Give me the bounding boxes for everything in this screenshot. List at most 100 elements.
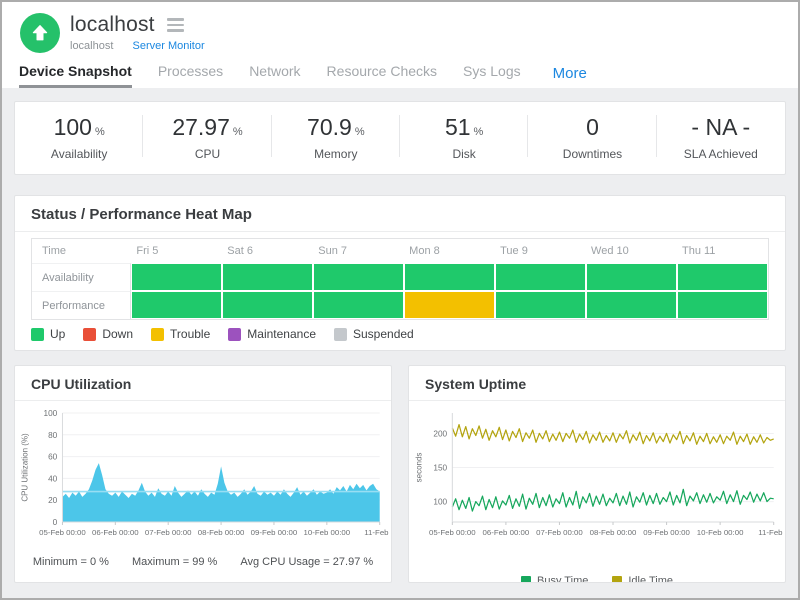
content-area: 100% Availability 27.97% CPU 70.9% Memory 51% D… [2, 88, 798, 598]
kpi-value: 0 [586, 114, 599, 141]
legend-swatch-trouble [151, 327, 165, 341]
heatmap-cell-performance-sun-7[interactable] [313, 291, 405, 319]
kpi-label: Downtimes [562, 146, 623, 161]
heatmap-cell-performance-fri-5[interactable] [131, 291, 223, 319]
kpi-value: - NA - [691, 114, 751, 141]
tab-sys-logs[interactable]: Sys Logs [463, 63, 521, 79]
kpi-value: 27.97% [172, 114, 243, 141]
legend-swatch-maintenance [228, 327, 242, 341]
kpi-label: CPU [194, 146, 221, 161]
heatmap-row-label: Performance [32, 291, 132, 319]
svg-text:09-Feb 00:00: 09-Feb 00:00 [251, 528, 298, 537]
heatmap-day-tue-9: Tue 9 [500, 245, 528, 257]
heatmap-cell-availability-tue-9[interactable] [495, 263, 587, 291]
svg-text:08-Feb 00:00: 08-Feb 00:00 [590, 528, 637, 537]
legend-item-trouble: Trouble [151, 327, 210, 341]
heatmap-cell-performance-mon-8[interactable] [404, 291, 496, 319]
legend-item-suspended: Suspended [334, 327, 414, 341]
svg-text:200: 200 [433, 430, 447, 439]
hamburger-menu-icon[interactable] [166, 16, 184, 33]
page-title: localhost [70, 13, 155, 36]
svg-text:07-Feb 00:00: 07-Feb 00:00 [536, 528, 583, 537]
heatmap-cell-availability-wed-10[interactable] [586, 263, 677, 291]
heatmap-header-row: Time Fri 5 Sat 6 Sun 7 Mon 8 Tue 9 Wed 10 Thu 1… [32, 239, 768, 263]
charts-row: CPU Utilization 0 20 40 60 80 100 05-Feb 00:00… [14, 365, 786, 583]
tab-resource-checks[interactable]: Resource Checks [326, 63, 438, 79]
heatmap-cell-performance-sat-6[interactable] [222, 291, 314, 319]
heatmap-cell-availability-fri-5[interactable] [131, 263, 223, 291]
heatmap-cell-availability-mon-8[interactable] [404, 263, 496, 291]
heatmap-day-wed-10: Wed 10 [591, 245, 629, 257]
svg-text:40: 40 [48, 475, 58, 484]
device-status-avatar [20, 13, 60, 53]
heatmap-day-thu-11: Thu 11 [681, 245, 716, 257]
cpu-y-axis-label: CPU Utilization (%) [20, 433, 29, 502]
up-arrow-icon [32, 25, 48, 41]
svg-text:06-Feb 00:00: 06-Feb 00:00 [483, 528, 530, 537]
system-uptime-card: System Uptime 100 150 200 05-Feb 00:00 06-Fe… [408, 365, 786, 583]
legend-label: Suspended [353, 327, 414, 341]
svg-text:09-Feb 00:00: 09-Feb 00:00 [643, 528, 690, 537]
heatmap-day-mon-8: Mon 8 [409, 245, 440, 257]
kpi-unit: % [94, 126, 105, 139]
uptime-legend-idle-time: Idle Time [612, 575, 673, 582]
system-uptime-chart: 100 150 200 05-Feb 00:00 06-Feb 00:00 07-Feb … [409, 401, 785, 553]
heatmap-day-sun-7: Sun 7 [318, 245, 347, 257]
uptime-y-axis-label: seconds [414, 453, 423, 483]
cpu-chart-title: CPU Utilization [15, 366, 391, 401]
legend-label: Down [102, 327, 134, 341]
heatmap-body: Time Fri 5 Sat 6 Sun 7 Mon 8 Tue 9 Wed 10 Thu 1… [15, 232, 785, 350]
heatmap-cell-performance-thu-11[interactable] [676, 291, 768, 319]
breadcrumb: localhost Server Monitor [70, 40, 205, 52]
tab-processes[interactable]: Processes [157, 63, 224, 79]
heatmap-title: Status / Performance Heat Map [15, 196, 785, 232]
svg-text:11-Feb 0: 11-Feb 0 [758, 528, 783, 537]
legend-label: Trouble [170, 327, 211, 341]
cpu-min-stat: Minimum = 0 % [32, 556, 109, 568]
header-text: localhost localhost Server Monitor [70, 13, 205, 52]
kpi-cpu: 27.97% CPU [143, 114, 272, 161]
breadcrumb-device: localhost [70, 40, 114, 52]
legend-label: Maintenance [247, 327, 316, 341]
kpi-disk: 51% Disk [400, 114, 529, 161]
uptime-legend-busy-time: Busy Time [521, 575, 589, 583]
tab-network[interactable]: Network [249, 63, 301, 79]
kpi-unit: % [354, 126, 365, 139]
svg-text:10-Feb 00:00: 10-Feb 00:00 [303, 528, 350, 537]
heatmap-card: Status / Performance Heat Map Time Fri 5 S… [14, 195, 786, 351]
svg-text:05-Feb 00:00: 05-Feb 00:00 [39, 528, 86, 537]
svg-text:06-Feb 00:00: 06-Feb 00:00 [92, 528, 139, 537]
svg-text:0: 0 [53, 518, 58, 527]
heatmap-legend: Up Down Trouble Maintenance Suspended [31, 327, 769, 341]
heatmap-cell-performance-wed-10[interactable] [586, 291, 677, 319]
svg-text:150: 150 [433, 464, 447, 473]
kpi-label: Memory [314, 146, 358, 161]
heatmap-cell-availability-sat-6[interactable] [222, 263, 314, 291]
svg-text:20: 20 [48, 496, 58, 505]
kpi-label: Availability [50, 146, 108, 161]
kpi-label: SLA Achieved [683, 146, 758, 161]
svg-text:11-Feb 0: 11-Feb 0 [364, 528, 389, 537]
legend-swatch-up [31, 327, 44, 341]
heatmap-cell-availability-thu-11[interactable] [676, 263, 768, 291]
cpu-avg-stat: Avg CPU Usage = 27.97 % [240, 556, 374, 568]
heatmap-cell-availability-sun-7[interactable] [313, 263, 405, 291]
heatmap-day-sat-6: Sat 6 [227, 245, 253, 257]
tab-more[interactable]: More [552, 65, 587, 82]
cpu-utilization-card: CPU Utilization 0 20 40 60 80 100 05-Feb 00:00… [14, 365, 392, 583]
kpi-unit: % [232, 126, 243, 139]
uptime-legend-swatch-idle-time [612, 576, 623, 582]
svg-text:10-Feb 00:00: 10-Feb 00:00 [697, 528, 744, 537]
legend-swatch-suspended [334, 327, 347, 341]
kpi-value: 100% [53, 114, 105, 141]
kpi-value: 51% [444, 114, 484, 141]
tab-device-snapshot[interactable]: Device Snapshot [19, 63, 132, 88]
legend-item-down: Down [83, 327, 133, 341]
svg-text:100: 100 [44, 409, 58, 418]
breadcrumb-category-link[interactable]: Server Monitor [132, 40, 205, 52]
heatmap-cell-performance-tue-9[interactable] [495, 291, 587, 319]
kpi-availability: 100% Availability [15, 114, 144, 161]
uptime-legend-swatch-busy-time [521, 576, 531, 582]
uptime-legend-label: Busy Time [537, 575, 589, 583]
